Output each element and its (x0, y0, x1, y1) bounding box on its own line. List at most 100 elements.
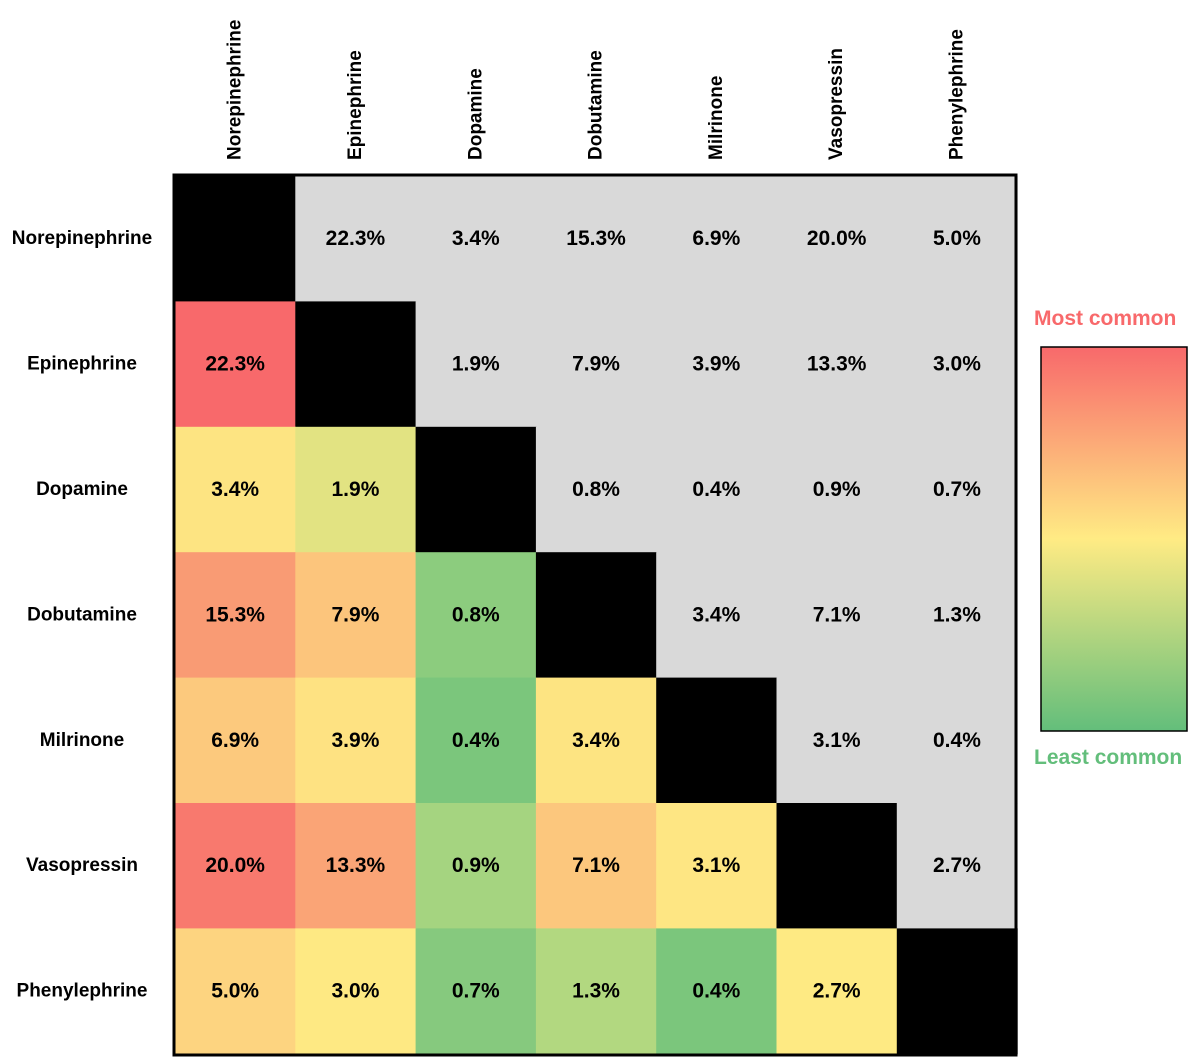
cell-label-epinephrine-dobutamine: 7.9% (572, 353, 620, 376)
cell-vasopressin-epinephrine (295, 803, 417, 929)
cell-label-epinephrine-dopamine: 1.9% (452, 353, 500, 376)
row-label-dopamine: Dopamine (36, 479, 128, 500)
cell-label-epinephrine-phenylephrine: 3.0% (933, 353, 981, 376)
cell-dobutamine-dobutamine (535, 552, 657, 679)
cell-label-norepinephrine-milrinone: 6.9% (692, 227, 740, 250)
cell-label-epinephrine-norepinephrine: 22.3% (205, 353, 265, 376)
cell-label-dopamine-epinephrine: 1.9% (332, 478, 380, 501)
cell-label-epinephrine-milrinone: 3.9% (692, 353, 740, 376)
cell-milrinone-dopamine (415, 677, 537, 804)
column-label-norepinephrine: Norepinephrine (225, 20, 246, 160)
cell-norepinephrine-dopamine (415, 176, 537, 302)
cell-label-norepinephrine-phenylephrine: 5.0% (933, 227, 981, 250)
cell-dopamine-phenylephrine (896, 426, 1018, 553)
cell-dobutamine-epinephrine (295, 552, 417, 679)
cell-label-milrinone-vasopressin: 3.1% (813, 729, 861, 752)
cell-phenylephrine-milrinone (656, 928, 778, 1055)
cell-phenylephrine-dopamine (415, 928, 537, 1055)
cell-label-vasopressin-milrinone: 3.1% (692, 854, 740, 877)
cell-phenylephrine-vasopressin (776, 928, 898, 1055)
cell-label-milrinone-phenylephrine: 0.4% (933, 729, 981, 752)
cell-label-vasopressin-dopamine: 0.9% (452, 854, 500, 877)
row-label-dobutamine: Dobutamine (27, 604, 137, 625)
cell-label-vasopressin-phenylephrine: 2.7% (933, 854, 981, 877)
cell-dobutamine-vasopressin (776, 552, 898, 679)
heatmap-cells (175, 176, 1018, 1055)
cell-label-dopamine-vasopressin: 0.9% (813, 478, 861, 501)
column-label-dopamine: Dopamine (465, 68, 486, 160)
cell-phenylephrine-dobutamine (535, 928, 657, 1055)
cell-label-phenylephrine-norepinephrine: 5.0% (211, 980, 259, 1003)
heatmap-border (172, 173, 1018, 1057)
cell-label-phenylephrine-dopamine: 0.7% (452, 980, 500, 1003)
cell-label-phenylephrine-epinephrine: 3.0% (332, 980, 380, 1003)
row-label-norepinephrine: Norepinephrine (12, 228, 152, 249)
column-label-epinephrine: Epinephrine (345, 50, 366, 160)
cell-epinephrine-milrinone (656, 301, 778, 428)
row-label-vasopressin: Vasopressin (26, 855, 138, 876)
legend-high-label: Most common (1034, 307, 1177, 330)
cell-dopamine-vasopressin (776, 426, 898, 553)
cell-phenylephrine-epinephrine (295, 928, 417, 1055)
cell-norepinephrine-vasopressin (776, 176, 898, 302)
cell-dopamine-norepinephrine (175, 426, 296, 553)
cell-vasopressin-norepinephrine (175, 803, 296, 929)
cell-epinephrine-norepinephrine (175, 301, 296, 428)
cell-vasopressin-vasopressin (776, 803, 898, 929)
cell-label-dopamine-phenylephrine: 0.7% (933, 478, 981, 501)
cell-epinephrine-vasopressin (776, 301, 898, 428)
cell-epinephrine-dopamine (415, 301, 537, 428)
cell-vasopressin-dobutamine (535, 803, 657, 929)
cell-dobutamine-milrinone (656, 552, 778, 679)
cell-milrinone-dobutamine (535, 677, 657, 804)
cell-phenylephrine-phenylephrine (896, 928, 1018, 1055)
cell-label-dopamine-milrinone: 0.4% (692, 478, 740, 501)
cell-epinephrine-phenylephrine (896, 301, 1018, 428)
row-labels: Norepinephrine Epinephrine Dopamine Dobutam… (12, 228, 152, 1001)
cell-label-dobutamine-milrinone: 3.4% (692, 603, 740, 626)
legend-low-label: Least common (1034, 746, 1183, 769)
row-label-milrinone: Milrinone (40, 730, 124, 751)
cell-norepinephrine-norepinephrine (175, 176, 296, 302)
cell-label-phenylephrine-vasopressin: 2.7% (813, 980, 861, 1003)
cell-norepinephrine-phenylephrine (896, 176, 1018, 302)
row-label-epinephrine: Epinephrine (27, 354, 137, 375)
cell-label-milrinone-epinephrine: 3.9% (332, 729, 380, 752)
cell-dopamine-milrinone (656, 426, 778, 553)
cell-epinephrine-epinephrine (295, 301, 417, 428)
cell-label-phenylephrine-dobutamine: 1.3% (572, 980, 620, 1003)
cell-dopamine-dopamine (415, 426, 537, 553)
cell-label-vasopressin-dobutamine: 7.1% (572, 854, 620, 877)
cell-dobutamine-norepinephrine (175, 552, 296, 679)
cell-dobutamine-phenylephrine (896, 552, 1018, 679)
cell-milrinone-vasopressin (776, 677, 898, 804)
cell-label-milrinone-dopamine: 0.4% (452, 729, 500, 752)
cell-label-norepinephrine-dobutamine: 15.3% (566, 227, 626, 250)
column-label-dobutamine: Dobutamine (586, 50, 607, 160)
cell-norepinephrine-milrinone (656, 176, 778, 302)
cell-milrinone-epinephrine (295, 677, 417, 804)
cell-label-vasopressin-norepinephrine: 20.0% (205, 854, 265, 877)
cell-label-dobutamine-phenylephrine: 1.3% (933, 603, 981, 626)
cell-label-norepinephrine-epinephrine: 22.3% (326, 227, 386, 250)
cell-label-dobutamine-norepinephrine: 15.3% (205, 603, 265, 626)
cell-dopamine-epinephrine (295, 426, 417, 553)
cell-vasopressin-milrinone (656, 803, 778, 929)
cell-norepinephrine-epinephrine (295, 176, 417, 302)
column-label-milrinone: Milrinone (706, 76, 727, 160)
cell-milrinone-milrinone (656, 677, 778, 804)
column-label-phenylephrine: Phenylephrine (946, 29, 967, 160)
cell-epinephrine-dobutamine (535, 301, 657, 428)
cell-label-norepinephrine-dopamine: 3.4% (452, 227, 500, 250)
cell-label-dobutamine-vasopressin: 7.1% (813, 603, 861, 626)
legend-color-bar (1040, 346, 1188, 732)
cell-label-milrinone-norepinephrine: 6.9% (211, 729, 259, 752)
cell-milrinone-norepinephrine (175, 677, 296, 804)
cell-label-dobutamine-dopamine: 0.8% (452, 603, 500, 626)
cell-vasopressin-dopamine (415, 803, 537, 929)
cell-label-norepinephrine-vasopressin: 20.0% (807, 227, 867, 250)
cell-label-vasopressin-epinephrine: 13.3% (326, 854, 386, 877)
heatmap-cell-labels: 22.3% 3.4% 15.3% 6.9% 20.0% 5.0% 22.3% 1.9% 7.9%… (205, 227, 981, 1002)
cell-label-phenylephrine-milrinone: 0.4% (692, 980, 740, 1003)
row-label-phenylephrine: Phenylephrine (17, 981, 148, 1002)
